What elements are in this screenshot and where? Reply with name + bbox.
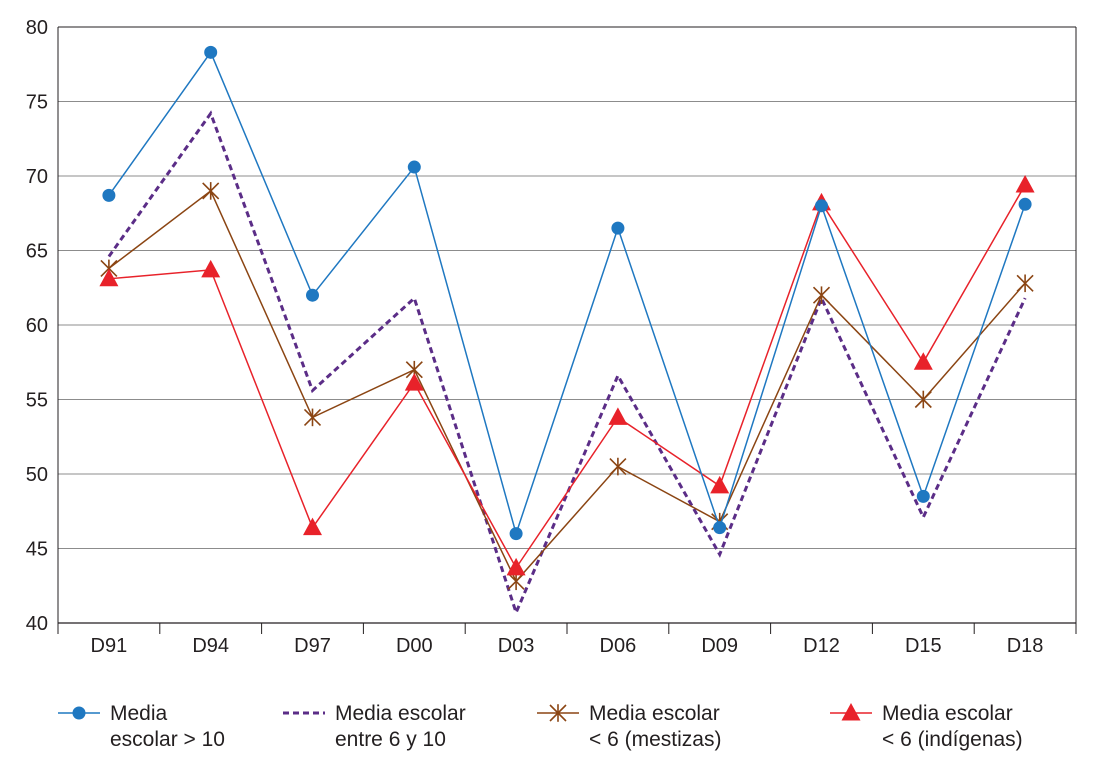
data-point-s3-D00 [404, 373, 424, 391]
legend-label: Media escolar [589, 702, 720, 725]
data-point-s2-D15 [914, 390, 932, 409]
x-tick-label-D06: D06 [600, 635, 637, 657]
x-tick-label-D00: D00 [396, 635, 433, 657]
x-tick-label-D97: D97 [294, 635, 331, 657]
data-point-s2-D12 [812, 286, 831, 304]
data-point-s3-D09 [710, 475, 730, 494]
data-point-s3-D15 [913, 352, 933, 370]
series-0 [102, 45, 1032, 541]
series-line-0 [108, 50, 1026, 537]
data-point-s3-D91 [99, 268, 119, 287]
data-point-s0-D94 [204, 45, 218, 59]
legend-entry-0: Media escolar > 10 [58, 702, 225, 751]
legend: Media escolar > 10 Media escolar entre 6 y … [58, 702, 1023, 751]
data-point-s0-D00 [407, 160, 421, 174]
legend-label: Media escolar [335, 702, 466, 725]
data-point-s0-D09 [713, 521, 727, 535]
y-tick-labels: 40 45 50 55 60 65 70 75 80 [26, 17, 48, 635]
y-tick-label: 75 [26, 92, 48, 114]
legend-label: Media [110, 702, 168, 725]
legend-marker-3 [841, 703, 861, 721]
legend-label: Media escolar [882, 702, 1013, 725]
x-tick-label-D94: D94 [192, 635, 229, 657]
series-lines [99, 45, 1035, 617]
data-point-s0-D97 [306, 288, 319, 302]
series-1 [107, 110, 1027, 617]
axes [57, 26, 1077, 634]
series-line-3 [108, 184, 1026, 570]
legend-label: escolar > 10 [110, 728, 225, 751]
data-point-s2-D97 [303, 408, 322, 427]
legend-marker-0 [72, 706, 86, 720]
data-point-s3-D06 [608, 407, 628, 425]
legend-entry-2: Media escolar < 6 (mestizas) [537, 702, 721, 751]
data-point-s0-D03 [509, 527, 523, 541]
series-2 [100, 182, 1034, 591]
legend-label: < 6 (indígenas) [882, 728, 1023, 751]
x-tick-label-D09: D09 [701, 635, 738, 657]
y-tick-label: 50 [26, 464, 48, 486]
data-point-s3-D97 [303, 517, 322, 536]
series-3 [99, 174, 1035, 576]
y-tick-label: 55 [26, 390, 48, 412]
data-point-s0-D06 [611, 221, 625, 235]
y-tick-label: 70 [26, 166, 48, 188]
y-tick-label: 45 [26, 539, 48, 561]
data-point-s3-D94 [201, 259, 221, 278]
y-tick-label: 80 [26, 17, 48, 39]
data-point-s0-D12 [815, 199, 828, 213]
data-point-s3-D18 [1015, 174, 1035, 193]
data-point-s2-D03 [507, 572, 525, 591]
legend-label: entre 6 y 10 [335, 728, 446, 751]
x-tick-label-D91: D91 [91, 635, 128, 657]
x-tick-label-D18: D18 [1007, 635, 1044, 657]
y-tick-label: 65 [26, 241, 48, 263]
data-point-s2-D94 [202, 182, 220, 200]
data-point-s0-D18 [1018, 197, 1032, 211]
legend-label: < 6 (mestizas) [589, 728, 721, 751]
data-point-s0-D15 [916, 489, 930, 503]
legend-entry-3: Media escolar < 6 (indígenas) [830, 702, 1023, 751]
data-point-s2-D06 [609, 457, 627, 476]
grid-lines [58, 26, 1076, 549]
data-point-s0-D91 [102, 188, 116, 202]
x-tick-label-D15: D15 [905, 635, 942, 657]
series-line-1 [107, 110, 1027, 617]
x-tick-label-D03: D03 [498, 635, 535, 657]
y-tick-label: 60 [26, 315, 48, 337]
data-point-s2-D18 [1016, 274, 1034, 293]
legend-marker-2 [549, 704, 567, 722]
data-point-s3-D03 [506, 557, 526, 576]
x-tick-labels: D91 D94 D97 D00 D03 D06 D09 D12 D15 D18 [91, 635, 1044, 657]
x-tick-label-D12: D12 [803, 635, 840, 657]
legend-entry-1: Media escolar entre 6 y 10 [283, 702, 466, 751]
series-line-2 [108, 189, 1026, 583]
y-tick-label: 40 [26, 613, 48, 635]
